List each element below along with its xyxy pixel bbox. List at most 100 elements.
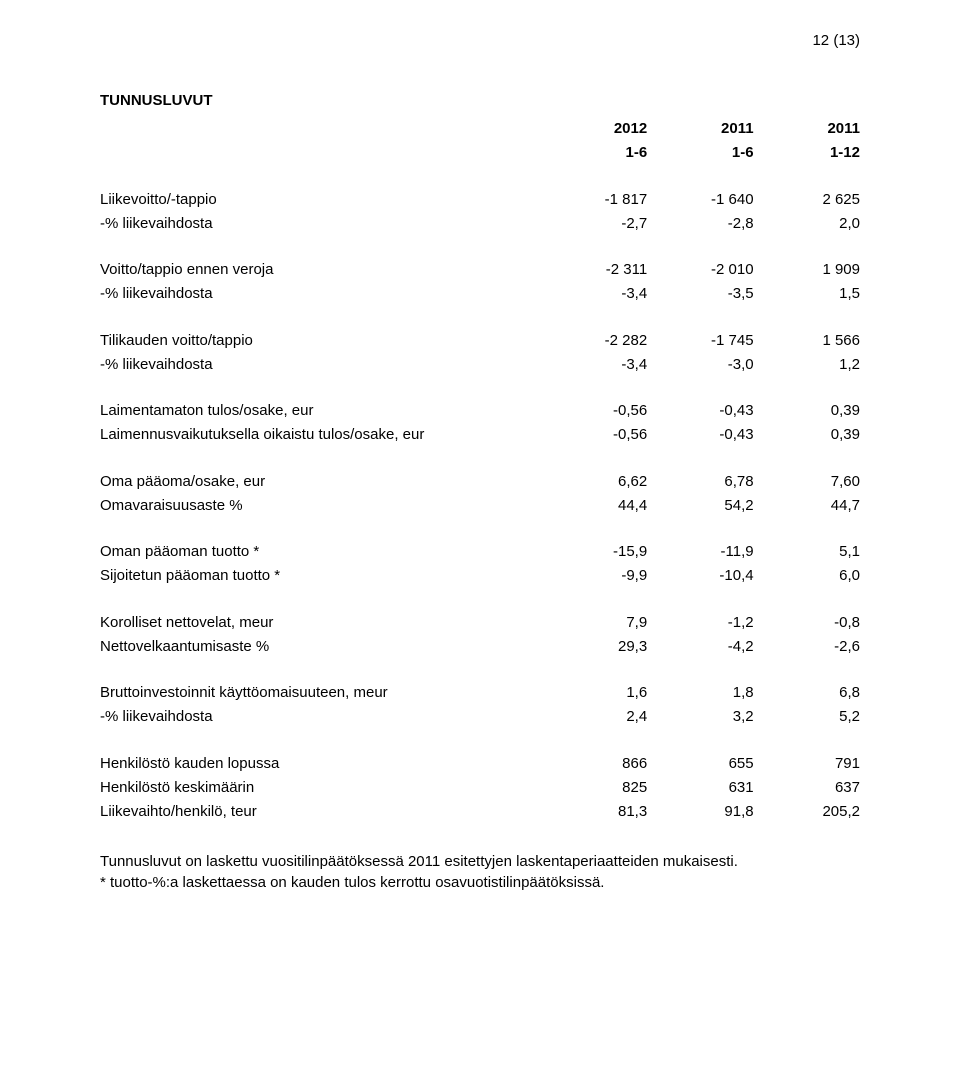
- row-value: -0,56: [541, 399, 647, 423]
- row-label: Korolliset nettovelat, meur: [100, 611, 541, 635]
- row-value: -9,9: [541, 564, 647, 588]
- row-label: -% liikevaihdosta: [100, 705, 541, 729]
- table-row: Henkilöstö keskimäärin825631637: [100, 776, 860, 800]
- row-value: -2 311: [541, 258, 647, 282]
- row-label: -% liikevaihdosta: [100, 353, 541, 377]
- row-value: -1 817: [541, 188, 647, 212]
- row-value: -2 010: [647, 258, 753, 282]
- spacer-row: [100, 589, 860, 611]
- row-value: 791: [754, 752, 860, 776]
- col-year-1: 2012: [541, 117, 647, 141]
- table-row: -% liikevaihdosta-3,4-3,51,5: [100, 282, 860, 306]
- row-value: -3,4: [541, 353, 647, 377]
- row-value: 0,39: [754, 423, 860, 447]
- row-value: 5,2: [754, 705, 860, 729]
- table-row: Laimentamaton tulos/osake, eur-0,56-0,43…: [100, 399, 860, 423]
- row-value: 825: [541, 776, 647, 800]
- row-value: 3,2: [647, 705, 753, 729]
- table-row: -% liikevaihdosta-2,7-2,82,0: [100, 212, 860, 236]
- table-row: Oma pääoma/osake, eur6,626,787,60: [100, 470, 860, 494]
- row-value: 1,6: [541, 681, 647, 705]
- row-value: 6,78: [647, 470, 753, 494]
- table-row: Liikevoitto/-tappio-1 817-1 6402 625: [100, 188, 860, 212]
- table-row: -% liikevaihdosta2,43,25,2: [100, 705, 860, 729]
- row-value: -3,0: [647, 353, 753, 377]
- row-value: 0,39: [754, 399, 860, 423]
- table-row: Bruttoinvestoinnit käyttöomaisuuteen, me…: [100, 681, 860, 705]
- row-label: Tilikauden voitto/tappio: [100, 329, 541, 353]
- row-value: -2 282: [541, 329, 647, 353]
- header-row-periods: 1-6 1-6 1-12: [100, 141, 860, 165]
- row-value: 2 625: [754, 188, 860, 212]
- table-row: Sijoitetun pääoman tuotto *-9,9-10,46,0: [100, 564, 860, 588]
- row-label: Liikevoitto/-tappio: [100, 188, 541, 212]
- col-year-3: 2011: [754, 117, 860, 141]
- row-value: 54,2: [647, 494, 753, 518]
- row-value: 631: [647, 776, 753, 800]
- row-value: -2,7: [541, 212, 647, 236]
- row-value: 6,0: [754, 564, 860, 588]
- spacer-row: [100, 448, 860, 470]
- row-value: -1,2: [647, 611, 753, 635]
- row-value: 1,2: [754, 353, 860, 377]
- row-value: 81,3: [541, 800, 647, 824]
- table-row: Oman pääoman tuotto *-15,9-11,95,1: [100, 540, 860, 564]
- table-row: Nettovelkaantumisaste %29,3-4,2-2,6: [100, 635, 860, 659]
- spacer-row: [100, 307, 860, 329]
- row-label: Henkilöstö keskimäärin: [100, 776, 541, 800]
- spacer-row: [100, 236, 860, 258]
- col-period-3: 1-12: [754, 141, 860, 165]
- spacer-row: [100, 659, 860, 681]
- table-row: Tilikauden voitto/tappio-2 282-1 7451 56…: [100, 329, 860, 353]
- row-value: 866: [541, 752, 647, 776]
- row-value: 637: [754, 776, 860, 800]
- row-value: -1 640: [647, 188, 753, 212]
- row-value: 655: [647, 752, 753, 776]
- page-title: TUNNUSLUVUT: [100, 92, 860, 109]
- row-label: Omavaraisuusaste %: [100, 494, 541, 518]
- row-value: 2,4: [541, 705, 647, 729]
- row-value: 29,3: [541, 635, 647, 659]
- table-row: Liikevaihto/henkilö, teur81,391,8205,2: [100, 800, 860, 824]
- table-row: Korolliset nettovelat, meur7,9-1,2-0,8: [100, 611, 860, 635]
- row-label: Oma pääoma/osake, eur: [100, 470, 541, 494]
- row-value: 7,9: [541, 611, 647, 635]
- row-value: -15,9: [541, 540, 647, 564]
- table-row: Omavaraisuusaste %44,454,244,7: [100, 494, 860, 518]
- row-value: -0,43: [647, 399, 753, 423]
- table-row: Voitto/tappio ennen veroja-2 311-2 0101 …: [100, 258, 860, 282]
- row-value: -3,4: [541, 282, 647, 306]
- table-row: -% liikevaihdosta-3,4-3,01,2: [100, 353, 860, 377]
- table-row: Laimennusvaikutuksella oikaistu tulos/os…: [100, 423, 860, 447]
- row-value: -0,43: [647, 423, 753, 447]
- row-value: -0,8: [754, 611, 860, 635]
- footnote-line: * tuotto-%:a laskettaessa on kauden tulo…: [100, 873, 860, 893]
- row-label: Nettovelkaantumisaste %: [100, 635, 541, 659]
- row-value: 205,2: [754, 800, 860, 824]
- row-value: 1 909: [754, 258, 860, 282]
- row-label: Oman pääoman tuotto *: [100, 540, 541, 564]
- row-value: 44,7: [754, 494, 860, 518]
- col-period-2: 1-6: [647, 141, 753, 165]
- footnote-line: Tunnusluvut on laskettu vuositilinpäätök…: [100, 852, 860, 872]
- row-value: 44,4: [541, 494, 647, 518]
- row-value: -3,5: [647, 282, 753, 306]
- row-label: Laimentamaton tulos/osake, eur: [100, 399, 541, 423]
- row-label: Bruttoinvestoinnit käyttöomaisuuteen, me…: [100, 681, 541, 705]
- row-value: 1,8: [647, 681, 753, 705]
- row-value: -0,56: [541, 423, 647, 447]
- table-body: Liikevoitto/-tappio-1 817-1 6402 625-% l…: [100, 188, 860, 825]
- row-label: -% liikevaihdosta: [100, 282, 541, 306]
- row-value: -2,8: [647, 212, 753, 236]
- row-value: 2,0: [754, 212, 860, 236]
- col-period-1: 1-6: [541, 141, 647, 165]
- row-value: -10,4: [647, 564, 753, 588]
- row-value: 6,62: [541, 470, 647, 494]
- page: 12 (13) TUNNUSLUVUT 2012 2011 2011 1-6 1…: [0, 0, 960, 1086]
- row-value: 1,5: [754, 282, 860, 306]
- row-label: Henkilöstö kauden lopussa: [100, 752, 541, 776]
- row-value: 91,8: [647, 800, 753, 824]
- row-value: 1 566: [754, 329, 860, 353]
- row-value: 5,1: [754, 540, 860, 564]
- col-year-2: 2011: [647, 117, 753, 141]
